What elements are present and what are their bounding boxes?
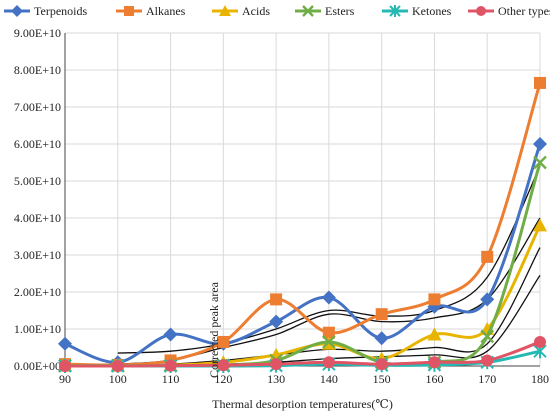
legend-item: Alkanes [116,4,186,18]
y-tick-label: 9.00E+10 [14,26,61,40]
data-point-marker [269,314,284,329]
data-point-marker [389,5,401,17]
data-point-marker [217,335,230,348]
x-tick-label: 90 [59,372,71,386]
y-tick-label: 3.00E+10 [14,248,61,262]
data-point-marker [59,360,71,372]
data-point-marker [322,335,336,349]
series-esters [58,155,547,373]
data-point-marker [321,290,336,305]
y-tick-label: 5.00E+10 [14,174,61,188]
data-point-marker [58,336,72,351]
data-point-marker [217,359,230,372]
y-tick-label: 8.00E+10 [14,63,61,77]
data-point-marker [533,137,547,151]
data-point-marker [533,218,547,232]
x-axis-title: Thermal desorption temperatures(℃) [212,397,393,411]
data-point-marker [534,76,546,89]
legend-item: Acids [212,4,270,18]
axes: 0.00E+00 1.00E+10 2.00E+10 3.00E+10 4.00E+10… [14,26,549,386]
data-point-marker [481,250,494,263]
legend-label: Acids [242,4,270,18]
legend-item: Other types [468,4,550,18]
legend-item: Terpenoids [4,4,87,18]
data-series [58,76,547,373]
x-tick-label: 150 [373,372,391,386]
y-tick-label: 0.00E+00 [14,359,61,373]
legend-item: Esters [295,4,355,18]
x-tick-label: 110 [162,372,180,386]
legend: Terpenoids Alkanes Acids Esters Ketones Other… [4,4,550,18]
y-axis-title: Corrected peak area [207,281,221,378]
data-point-marker [476,6,486,16]
series-line [64,340,541,368]
data-point-marker [427,327,442,341]
data-point-marker [163,327,178,342]
trendline [117,165,541,354]
data-point-marker [124,6,134,16]
data-point-marker [480,292,495,307]
y-tick-label: 6.00E+10 [14,137,61,151]
series-line [65,162,542,368]
y-tick-label: 7.00E+10 [14,100,61,114]
legend-label: Other types [498,4,550,18]
data-point-marker [302,5,314,17]
data-point-marker [428,356,441,369]
data-point-marker [534,335,546,348]
legend-item: Ketones [382,4,452,18]
y-tick-label: 1.00E+10 [14,322,61,336]
data-point-marker [375,358,388,371]
data-point-marker [481,354,494,367]
y-tick-label: 2.00E+10 [14,285,61,299]
data-point-marker [11,5,23,17]
x-tick-label: 160 [425,372,443,386]
x-tick-label: 180 [531,372,549,386]
series-other-types [59,335,546,372]
legend-label: Terpenoids [34,4,87,18]
x-tick-label: 120 [214,372,232,386]
x-tick-label: 140 [320,372,338,386]
data-point-marker [270,293,283,306]
x-tick-label: 100 [109,372,127,386]
data-point-marker [375,308,388,321]
legend-label: Alkanes [146,4,186,18]
data-point-marker [374,331,389,346]
x-tick-label: 130 [267,372,285,386]
series-alkanes [59,76,546,371]
legend-label: Esters [325,4,355,18]
series-terpenoids [58,137,547,370]
data-point-marker [270,358,283,371]
data-point-marker [322,326,335,339]
legend-label: Ketones [412,4,452,18]
data-point-marker [111,360,124,372]
data-point-marker [533,155,547,170]
data-point-marker [428,293,441,306]
data-point-marker [322,356,335,369]
data-point-marker [219,5,231,16]
y-tick-label: 4.00E+10 [14,211,61,225]
data-point-marker [164,359,177,372]
series-line [64,143,542,364]
data-point-marker [480,329,495,344]
x-tick-label: 170 [478,372,496,386]
